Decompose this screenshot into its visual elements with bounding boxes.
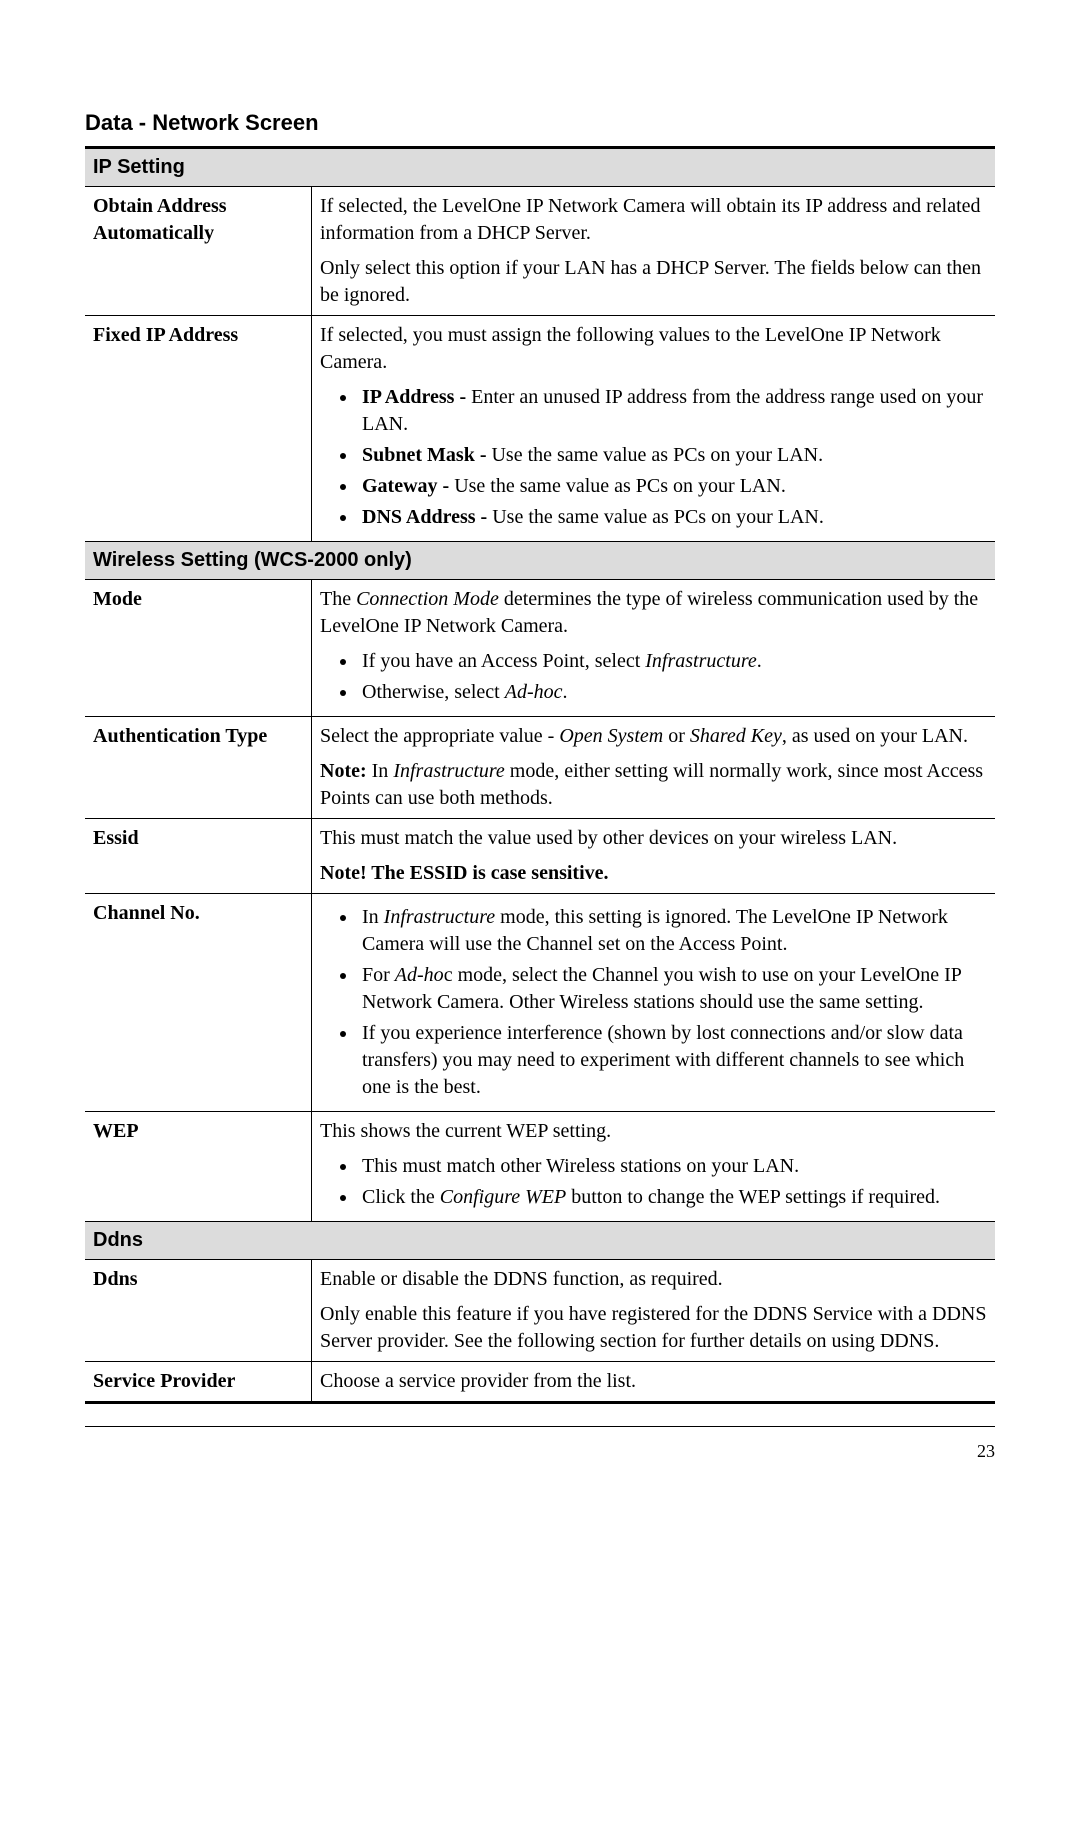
row-desc: In Infrastructure mode, this setting is … [312, 894, 996, 1112]
text: The [320, 588, 356, 610]
table-row: Obtain Address Automatically If selected… [85, 187, 995, 316]
page: Data - Network Screen IP Setting Obtain … [0, 0, 1080, 1822]
text: . [563, 681, 568, 703]
table-row: Mode The Connection Mode determines the … [85, 580, 995, 717]
bold-text: Subnet Mask - [362, 444, 486, 466]
table-row: Fixed IP Address If selected, you must a… [85, 316, 995, 542]
text: Otherwise, select [362, 681, 505, 703]
bold-paragraph: Note! The ESSID is case sensitive. [320, 860, 987, 887]
data-table: IP Setting Obtain Address Automatically … [85, 146, 995, 1404]
paragraph: The Connection Mode determines the type … [320, 586, 987, 640]
bullet-list: In Infrastructure mode, this setting is … [320, 904, 987, 1101]
paragraph: Note: In Infrastructure mode, either set… [320, 758, 987, 812]
text: , as used on your LAN. [782, 725, 968, 747]
bold-text: Gateway - [362, 475, 449, 497]
row-desc: If selected, the LevelOne IP Network Cam… [312, 187, 996, 316]
list-item: If you have an Access Point, select Infr… [358, 648, 987, 675]
text: button to change the WEP settings if req… [566, 1186, 940, 1208]
paragraph: This must match the value used by other … [320, 825, 987, 852]
paragraph: Select the appropriate value - Open Syst… [320, 723, 987, 750]
section-header-ddns: Ddns [85, 1222, 995, 1260]
table-row: Channel No. In Infrastructure mode, this… [85, 894, 995, 1112]
text: Select the appropriate value - [320, 725, 559, 747]
section-header-ip-setting: IP Setting [85, 148, 995, 187]
row-label-service-provider: Service Provider [85, 1362, 312, 1403]
label-text: Automatically [93, 222, 214, 244]
text: c mode, select the Channel you wish to u… [362, 964, 961, 1013]
italic-text: Configure WEP [440, 1186, 566, 1208]
table-row: Ddns Enable or disable the DDNS function… [85, 1260, 995, 1362]
text: In [362, 906, 384, 928]
text: . [757, 650, 762, 672]
list-item: Subnet Mask - Use the same value as PCs … [358, 442, 987, 469]
list-item: For Ad-hoc mode, select the Channel you … [358, 962, 987, 1016]
row-label-channel-no: Channel No. [85, 894, 312, 1112]
page-title: Data - Network Screen [85, 110, 995, 136]
list-item: Click the Configure WEP button to change… [358, 1184, 987, 1211]
paragraph: Only enable this feature if you have reg… [320, 1301, 987, 1355]
bold-text: Note: [320, 760, 367, 782]
section-header-label: IP Setting [85, 148, 995, 187]
text: Use the same value as PCs on your LAN. [449, 475, 786, 497]
row-label-auth-type: Authentication Type [85, 717, 312, 819]
text: or [663, 725, 690, 747]
paragraph: Only select this option if your LAN has … [320, 255, 987, 309]
list-item: This must match other Wireless stations … [358, 1153, 987, 1180]
italic-text: Ad-hoc [505, 681, 563, 703]
row-label-ddns: Ddns [85, 1260, 312, 1362]
bullet-list: If you have an Access Point, select Infr… [320, 648, 987, 706]
bullet-list: This must match other Wireless stations … [320, 1153, 987, 1211]
row-label-essid: Essid [85, 819, 312, 894]
italic-text: Infrastructure [393, 760, 504, 782]
italic-text: Infrastructure [645, 650, 756, 672]
section-header-label: Wireless Setting (WCS-2000 only) [85, 542, 995, 580]
italic-text: Shared Key [690, 725, 782, 747]
list-item: In Infrastructure mode, this setting is … [358, 904, 987, 958]
row-desc: This must match the value used by other … [312, 819, 996, 894]
table-row: Service Provider Choose a service provid… [85, 1362, 995, 1403]
row-label-wep: WEP [85, 1112, 312, 1222]
paragraph: This shows the current WEP setting. [320, 1118, 987, 1145]
table-row: WEP This shows the current WEP setting. … [85, 1112, 995, 1222]
italic-text: Open System [559, 725, 663, 747]
list-item: If you experience interference (shown by… [358, 1020, 987, 1101]
text: If you have an Access Point, select [362, 650, 645, 672]
italic-text: Connection Mode [356, 588, 499, 610]
paragraph: Enable or disable the DDNS function, as … [320, 1266, 987, 1293]
list-item: Gateway - Use the same value as PCs on y… [358, 473, 987, 500]
row-desc: This shows the current WEP setting. This… [312, 1112, 996, 1222]
text: Click the [362, 1186, 440, 1208]
text: Use the same value as PCs on your LAN. [487, 506, 824, 528]
text: For [362, 964, 395, 986]
italic-text: Ad-ho [395, 964, 444, 986]
row-desc: Select the appropriate value - Open Syst… [312, 717, 996, 819]
paragraph: If selected, the LevelOne IP Network Cam… [320, 193, 987, 247]
bold-text: IP Address - [362, 386, 466, 408]
section-header-wireless: Wireless Setting (WCS-2000 only) [85, 542, 995, 580]
label-text: Obtain Address [93, 195, 227, 217]
footer-rule [85, 1426, 995, 1427]
row-desc: If selected, you must assign the followi… [312, 316, 996, 542]
bold-text: DNS Address - [362, 506, 487, 528]
row-label-fixed-ip: Fixed IP Address [85, 316, 312, 542]
table-row: Authentication Type Select the appropria… [85, 717, 995, 819]
row-label-obtain-address: Obtain Address Automatically [85, 187, 312, 316]
list-item: Otherwise, select Ad-hoc. [358, 679, 987, 706]
list-item: DNS Address - Use the same value as PCs … [358, 504, 987, 531]
page-number: 23 [85, 1441, 995, 1462]
row-label-mode: Mode [85, 580, 312, 717]
italic-text: Infrastructure [384, 906, 495, 928]
text: Use the same value as PCs on your LAN. [486, 444, 823, 466]
bullet-list: IP Address - Enter an unused IP address … [320, 384, 987, 531]
section-header-label: Ddns [85, 1222, 995, 1260]
row-desc: The Connection Mode determines the type … [312, 580, 996, 717]
list-item: IP Address - Enter an unused IP address … [358, 384, 987, 438]
row-desc: Enable or disable the DDNS function, as … [312, 1260, 996, 1362]
paragraph: Choose a service provider from the list. [320, 1368, 987, 1395]
paragraph: If selected, you must assign the followi… [320, 322, 987, 376]
table-row: Essid This must match the value used by … [85, 819, 995, 894]
row-desc: Choose a service provider from the list. [312, 1362, 996, 1403]
text: In [367, 760, 394, 782]
